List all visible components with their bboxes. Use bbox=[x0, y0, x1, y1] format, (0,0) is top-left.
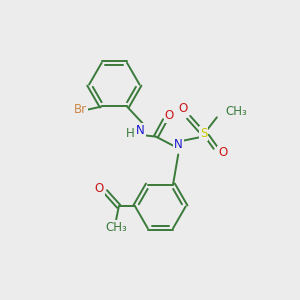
Text: CH₃: CH₃ bbox=[105, 221, 127, 234]
Text: CH₃: CH₃ bbox=[226, 105, 248, 118]
Text: S: S bbox=[200, 127, 207, 140]
Text: H: H bbox=[126, 127, 134, 140]
Text: Br: Br bbox=[74, 103, 88, 116]
Text: O: O bbox=[218, 146, 227, 160]
Text: N: N bbox=[174, 138, 183, 151]
Text: O: O bbox=[95, 182, 104, 195]
Text: N: N bbox=[136, 124, 145, 137]
Text: O: O bbox=[178, 103, 187, 116]
Text: O: O bbox=[165, 109, 174, 122]
